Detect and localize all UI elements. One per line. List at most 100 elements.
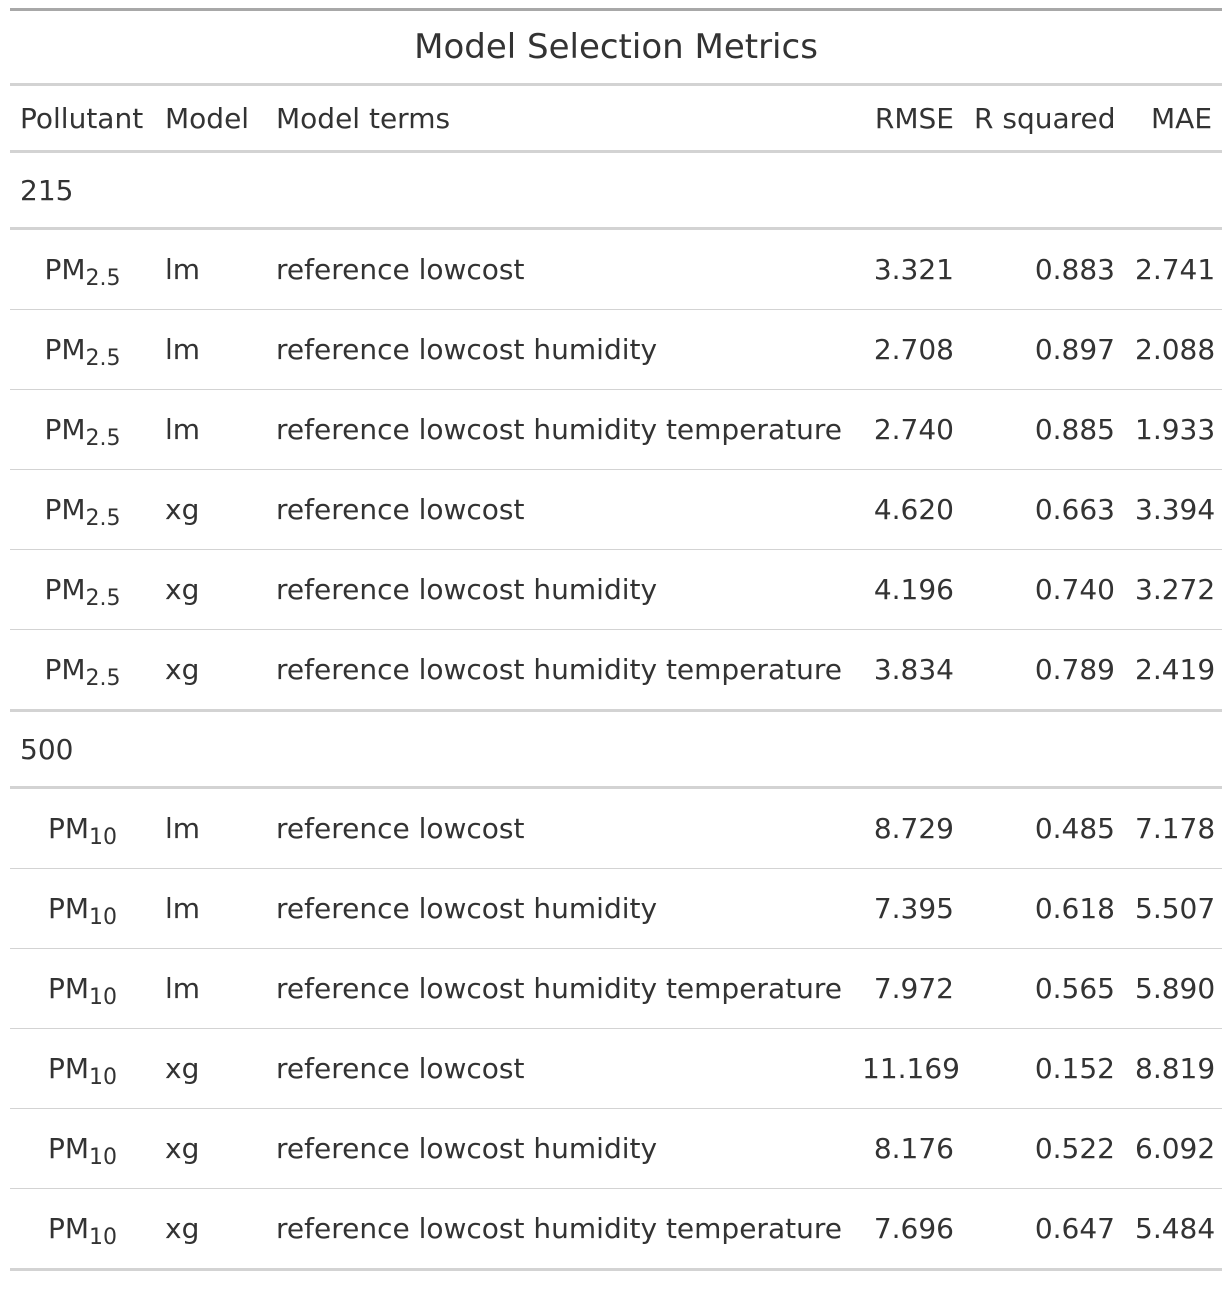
pollutant-base: PM [47, 812, 90, 845]
cell-r-squared: 0.897 [964, 309, 1125, 390]
cell-mae: 5.507 [1125, 868, 1223, 949]
cell-r-squared: 0.789 [964, 629, 1125, 712]
table-row: PM2.5 xg reference lowcost humidity 4.196 0.… [10, 549, 1223, 630]
cell-mae: 3.394 [1125, 469, 1223, 550]
pollutant-base: PM [47, 892, 90, 925]
cell-r-squared: 0.883 [964, 228, 1125, 310]
pollutant-base: PM [44, 653, 86, 686]
pollutant-base: PM [44, 573, 86, 606]
pollutant-subscript: 2.5 [85, 426, 121, 451]
table-row: PM2.5 lm reference lowcost humidity 2.708 0.… [10, 309, 1223, 390]
cell-rmse: 3.834 [852, 629, 964, 712]
cell-rmse: 2.740 [852, 389, 964, 470]
cell-pollutant: PM2.5 [10, 629, 155, 712]
cell-pollutant: PM10 [10, 868, 155, 949]
cell-pollutant: PM2.5 [10, 309, 155, 390]
cell-mae: 5.890 [1125, 948, 1223, 1029]
cell-model-terms: reference lowcost [266, 787, 852, 869]
pollutant-subscript: 2.5 [85, 586, 121, 611]
cell-mae: 5.484 [1125, 1188, 1223, 1271]
cell-r-squared: 0.485 [964, 787, 1125, 869]
cell-model: xg [155, 1188, 266, 1271]
cell-model: lm [155, 787, 266, 869]
group-label: 500 [10, 710, 1223, 789]
cell-model-terms: reference lowcost [266, 228, 852, 310]
cell-r-squared: 0.565 [964, 948, 1125, 1029]
group-label: 215 [10, 151, 1223, 230]
cell-pollutant: PM10 [10, 1028, 155, 1109]
cell-rmse: 7.395 [852, 868, 964, 949]
cell-model-terms: reference lowcost humidity temperature [266, 629, 852, 712]
group-row: 500 [10, 710, 1223, 789]
table-row: PM10 xg reference lowcost humidity 8.176 0.5… [10, 1108, 1223, 1189]
cell-rmse: 4.620 [852, 469, 964, 550]
pollutant-base: PM [44, 413, 86, 446]
cell-model-terms: reference lowcost humidity [266, 1108, 852, 1189]
table-row: PM2.5 xg reference lowcost 4.620 0.663 3.394 [10, 469, 1223, 550]
pollutant-subscript: 10 [89, 1225, 118, 1250]
pollutant-base: PM [44, 493, 86, 526]
col-header-r-squared: R squared [964, 84, 1125, 153]
cell-model-terms: reference lowcost humidity temperature [266, 948, 852, 1029]
cell-rmse: 11.169 [852, 1028, 964, 1109]
pollutant-subscript: 2.5 [85, 346, 121, 371]
cell-model: lm [155, 948, 266, 1029]
pollutant-subscript: 10 [89, 905, 118, 930]
table-row: PM10 xg reference lowcost humidity tempera… [10, 1188, 1223, 1271]
cell-model-terms: reference lowcost humidity temperature [266, 389, 852, 470]
col-header-model-terms: Model terms [266, 84, 852, 153]
cell-rmse: 8.729 [852, 787, 964, 869]
col-header-rmse: RMSE [852, 84, 964, 153]
cell-mae: 7.178 [1125, 787, 1223, 869]
table-row: PM10 lm reference lowcost 8.729 0.485 7.178 [10, 787, 1223, 869]
cell-pollutant: PM2.5 [10, 228, 155, 310]
pollutant-subscript: 2.5 [85, 266, 121, 291]
cell-rmse: 4.196 [852, 549, 964, 630]
table-row: PM10 lm reference lowcost humidity tempera… [10, 948, 1223, 1029]
pollutant-subscript: 2.5 [85, 666, 121, 691]
cell-model: xg [155, 469, 266, 550]
cell-model-terms: reference lowcost humidity [266, 309, 852, 390]
pollutant-base: PM [47, 1212, 90, 1245]
cell-mae: 8.819 [1125, 1028, 1223, 1109]
cell-model: lm [155, 228, 266, 310]
cell-pollutant: PM10 [10, 948, 155, 1029]
metrics-table: Model Selection Metrics Pollutant Model … [10, 11, 1223, 1271]
cell-mae: 2.088 [1125, 309, 1223, 390]
cell-mae: 3.272 [1125, 549, 1223, 630]
cell-model-terms: reference lowcost [266, 1028, 852, 1109]
cell-r-squared: 0.152 [964, 1028, 1125, 1109]
header-row: Pollutant Model Model terms RMSE R squar… [10, 84, 1223, 153]
cell-model: lm [155, 309, 266, 390]
pollutant-base: PM [47, 1132, 90, 1165]
cell-mae: 2.741 [1125, 228, 1223, 310]
cell-model-terms: reference lowcost [266, 469, 852, 550]
cell-model-terms: reference lowcost humidity temperature [266, 1188, 852, 1271]
pollutant-subscript: 10 [89, 1145, 118, 1170]
table-row: PM2.5 lm reference lowcost humidity temper… [10, 389, 1223, 470]
pollutant-subscript: 10 [89, 985, 118, 1010]
col-header-model: Model [155, 84, 266, 153]
table-row: PM2.5 xg reference lowcost humidity temper… [10, 629, 1223, 712]
cell-model-terms: reference lowcost humidity [266, 868, 852, 949]
cell-model: xg [155, 1108, 266, 1189]
cell-mae: 2.419 [1125, 629, 1223, 712]
col-header-mae: MAE [1125, 84, 1223, 153]
pollutant-subscript: 10 [89, 1065, 118, 1090]
cell-model: xg [155, 549, 266, 630]
cell-r-squared: 0.522 [964, 1108, 1125, 1189]
title-row: Model Selection Metrics [10, 11, 1223, 86]
table-row: PM2.5 lm reference lowcost 3.321 0.883 2.741 [10, 228, 1223, 310]
cell-model: lm [155, 868, 266, 949]
table-title: Model Selection Metrics [10, 11, 1223, 86]
cell-mae: 6.092 [1125, 1108, 1223, 1189]
table-row: PM10 lm reference lowcost humidity 7.395 0.6… [10, 868, 1223, 949]
cell-pollutant: PM2.5 [10, 549, 155, 630]
cell-pollutant: PM10 [10, 1188, 155, 1271]
cell-rmse: 2.708 [852, 309, 964, 390]
cell-pollutant: PM10 [10, 787, 155, 869]
cell-pollutant: PM2.5 [10, 469, 155, 550]
cell-model: xg [155, 1028, 266, 1109]
cell-model: lm [155, 389, 266, 470]
cell-rmse: 7.696 [852, 1188, 964, 1271]
